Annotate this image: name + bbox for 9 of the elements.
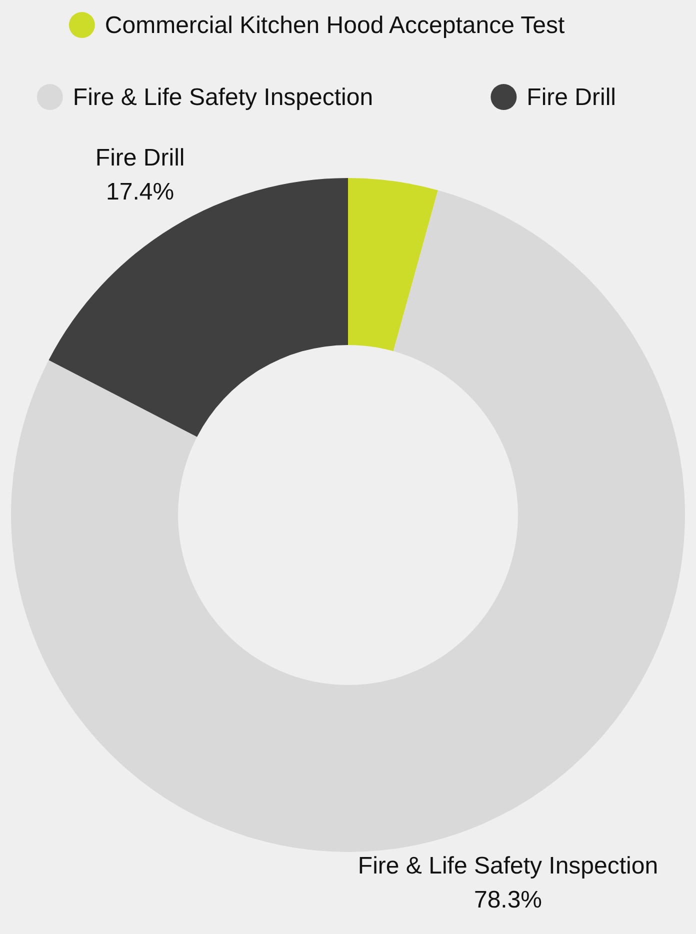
legend-label: Fire & Life Safety Inspection	[72, 84, 374, 111]
legend-label: Fire Drill	[526, 84, 616, 111]
donut-slice	[348, 178, 438, 352]
data-label: 17.4%	[106, 178, 174, 206]
data-label: 78.3%	[474, 886, 542, 914]
legend-label: Commercial Kitchen Hood Acceptance Test	[104, 12, 566, 39]
slice-label: Fire Drill	[95, 144, 185, 172]
donut-slice	[48, 178, 348, 437]
slice-label: Fire & Life Safety Inspection	[358, 852, 658, 880]
